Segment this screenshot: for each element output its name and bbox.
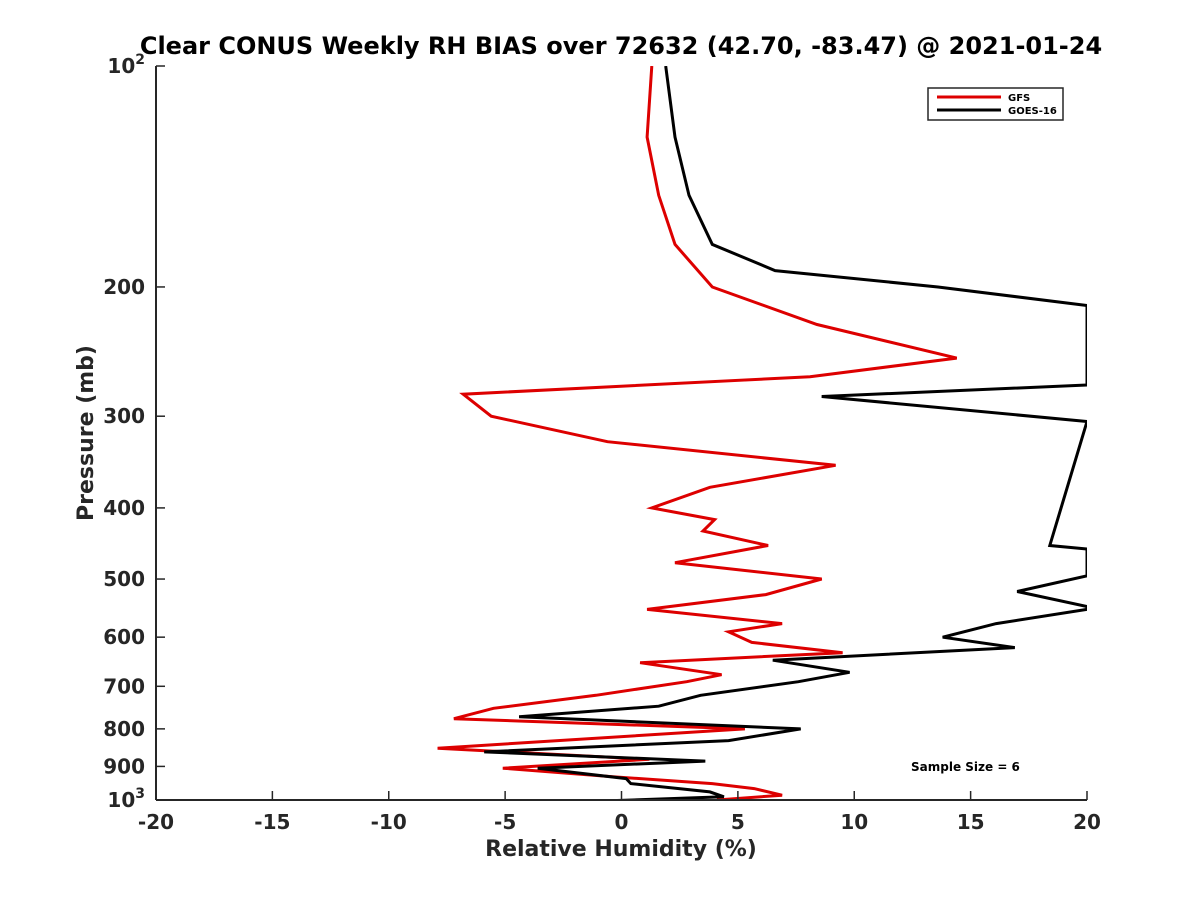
x-tick-label: -10 [371,810,407,834]
legend: GFS GOES-16 [927,87,1064,121]
x-tick-label: 10 [840,810,868,834]
legend-label-gfs: GFS [1008,93,1030,104]
y-tick-label: 500 [103,567,145,591]
x-tick-label: 20 [1073,810,1101,834]
plot-area: -20 -15 -10 -5 0 5 10 15 20102200300400500600700… [103,52,1101,834]
x-tick-label: -20 [138,810,174,834]
series-line-goes16 [484,66,1087,800]
chart-title: Clear CONUS Weekly RH BIAS over 72632 (4… [140,32,1102,60]
x-tick-label: 5 [731,810,745,834]
y-tick-label: 400 [103,496,145,520]
legend-box [927,87,1064,121]
legend-label-goes16: GOES-16 [1008,106,1057,117]
y-tick-label: 600 [103,625,145,649]
x-tick-label: -15 [254,810,290,834]
y-tick-label: 300 [103,404,145,428]
x-axis-label: Relative Humidity (%) [485,837,757,862]
y-axis-label: Pressure (mb) [74,345,99,521]
x-tick-label: -5 [494,810,516,834]
tick-layer: -20 -15 -10 -5 0 5 10 15 20102200300400500600700… [103,52,1101,834]
y-tick-label: 200 [103,275,145,299]
series-layer [437,66,1087,800]
x-tick-label: 0 [615,810,629,834]
y-tick-label: 900 [103,754,145,778]
y-tick-label: 700 [103,674,145,698]
y-tick-label: 800 [103,717,145,741]
x-tick-label: 15 [957,810,985,834]
sample-size-annotation: Sample Size = 6 [911,760,1020,774]
